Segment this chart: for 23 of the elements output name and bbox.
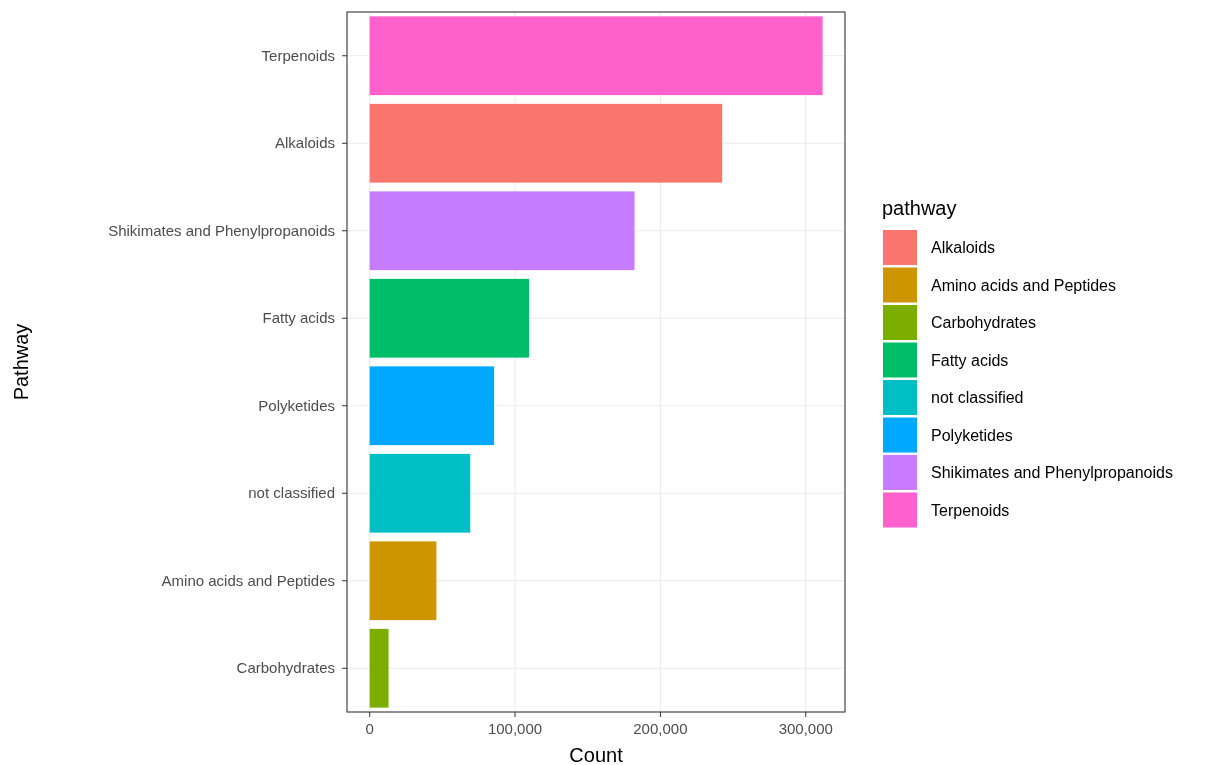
legend-title: pathway: [882, 197, 957, 219]
legend-label: Amino acids and Peptides: [931, 276, 1116, 294]
legend-label: Alkaloids: [931, 239, 996, 256]
legend-label: Fatty acids: [931, 351, 1009, 369]
legend-label: not classified: [931, 389, 1024, 406]
y-tick-label: Fatty acids: [262, 309, 335, 327]
x-tick-label: 0: [365, 720, 374, 737]
y-tick-label: not classified: [248, 484, 335, 502]
x-tick-label: 300,000: [778, 720, 833, 737]
legend-label: Shikimates and Phenylpropanoids: [931, 464, 1173, 481]
legend-label: Carbohydrates: [931, 314, 1036, 331]
y-axis-title: Pathway: [10, 323, 32, 401]
y-tick-label: Terpenoids: [261, 46, 335, 64]
y-tick-label: Amino acids and Peptides: [161, 571, 335, 589]
x-tick-label: 200,000: [633, 720, 688, 737]
x-axis-title: Count: [569, 744, 624, 765]
legend-label: Terpenoids: [931, 501, 1010, 519]
y-tick-label: Alkaloids: [274, 134, 335, 152]
y-tick-label: Shikimates and Phenylpropanoids: [108, 221, 335, 239]
x-tick-label: 100,000: [487, 720, 543, 737]
y-tick-label: Polyketides: [258, 396, 335, 414]
legend-label: Polyketides: [931, 426, 1013, 444]
y-tick-label: Carbohydrates: [236, 659, 335, 677]
